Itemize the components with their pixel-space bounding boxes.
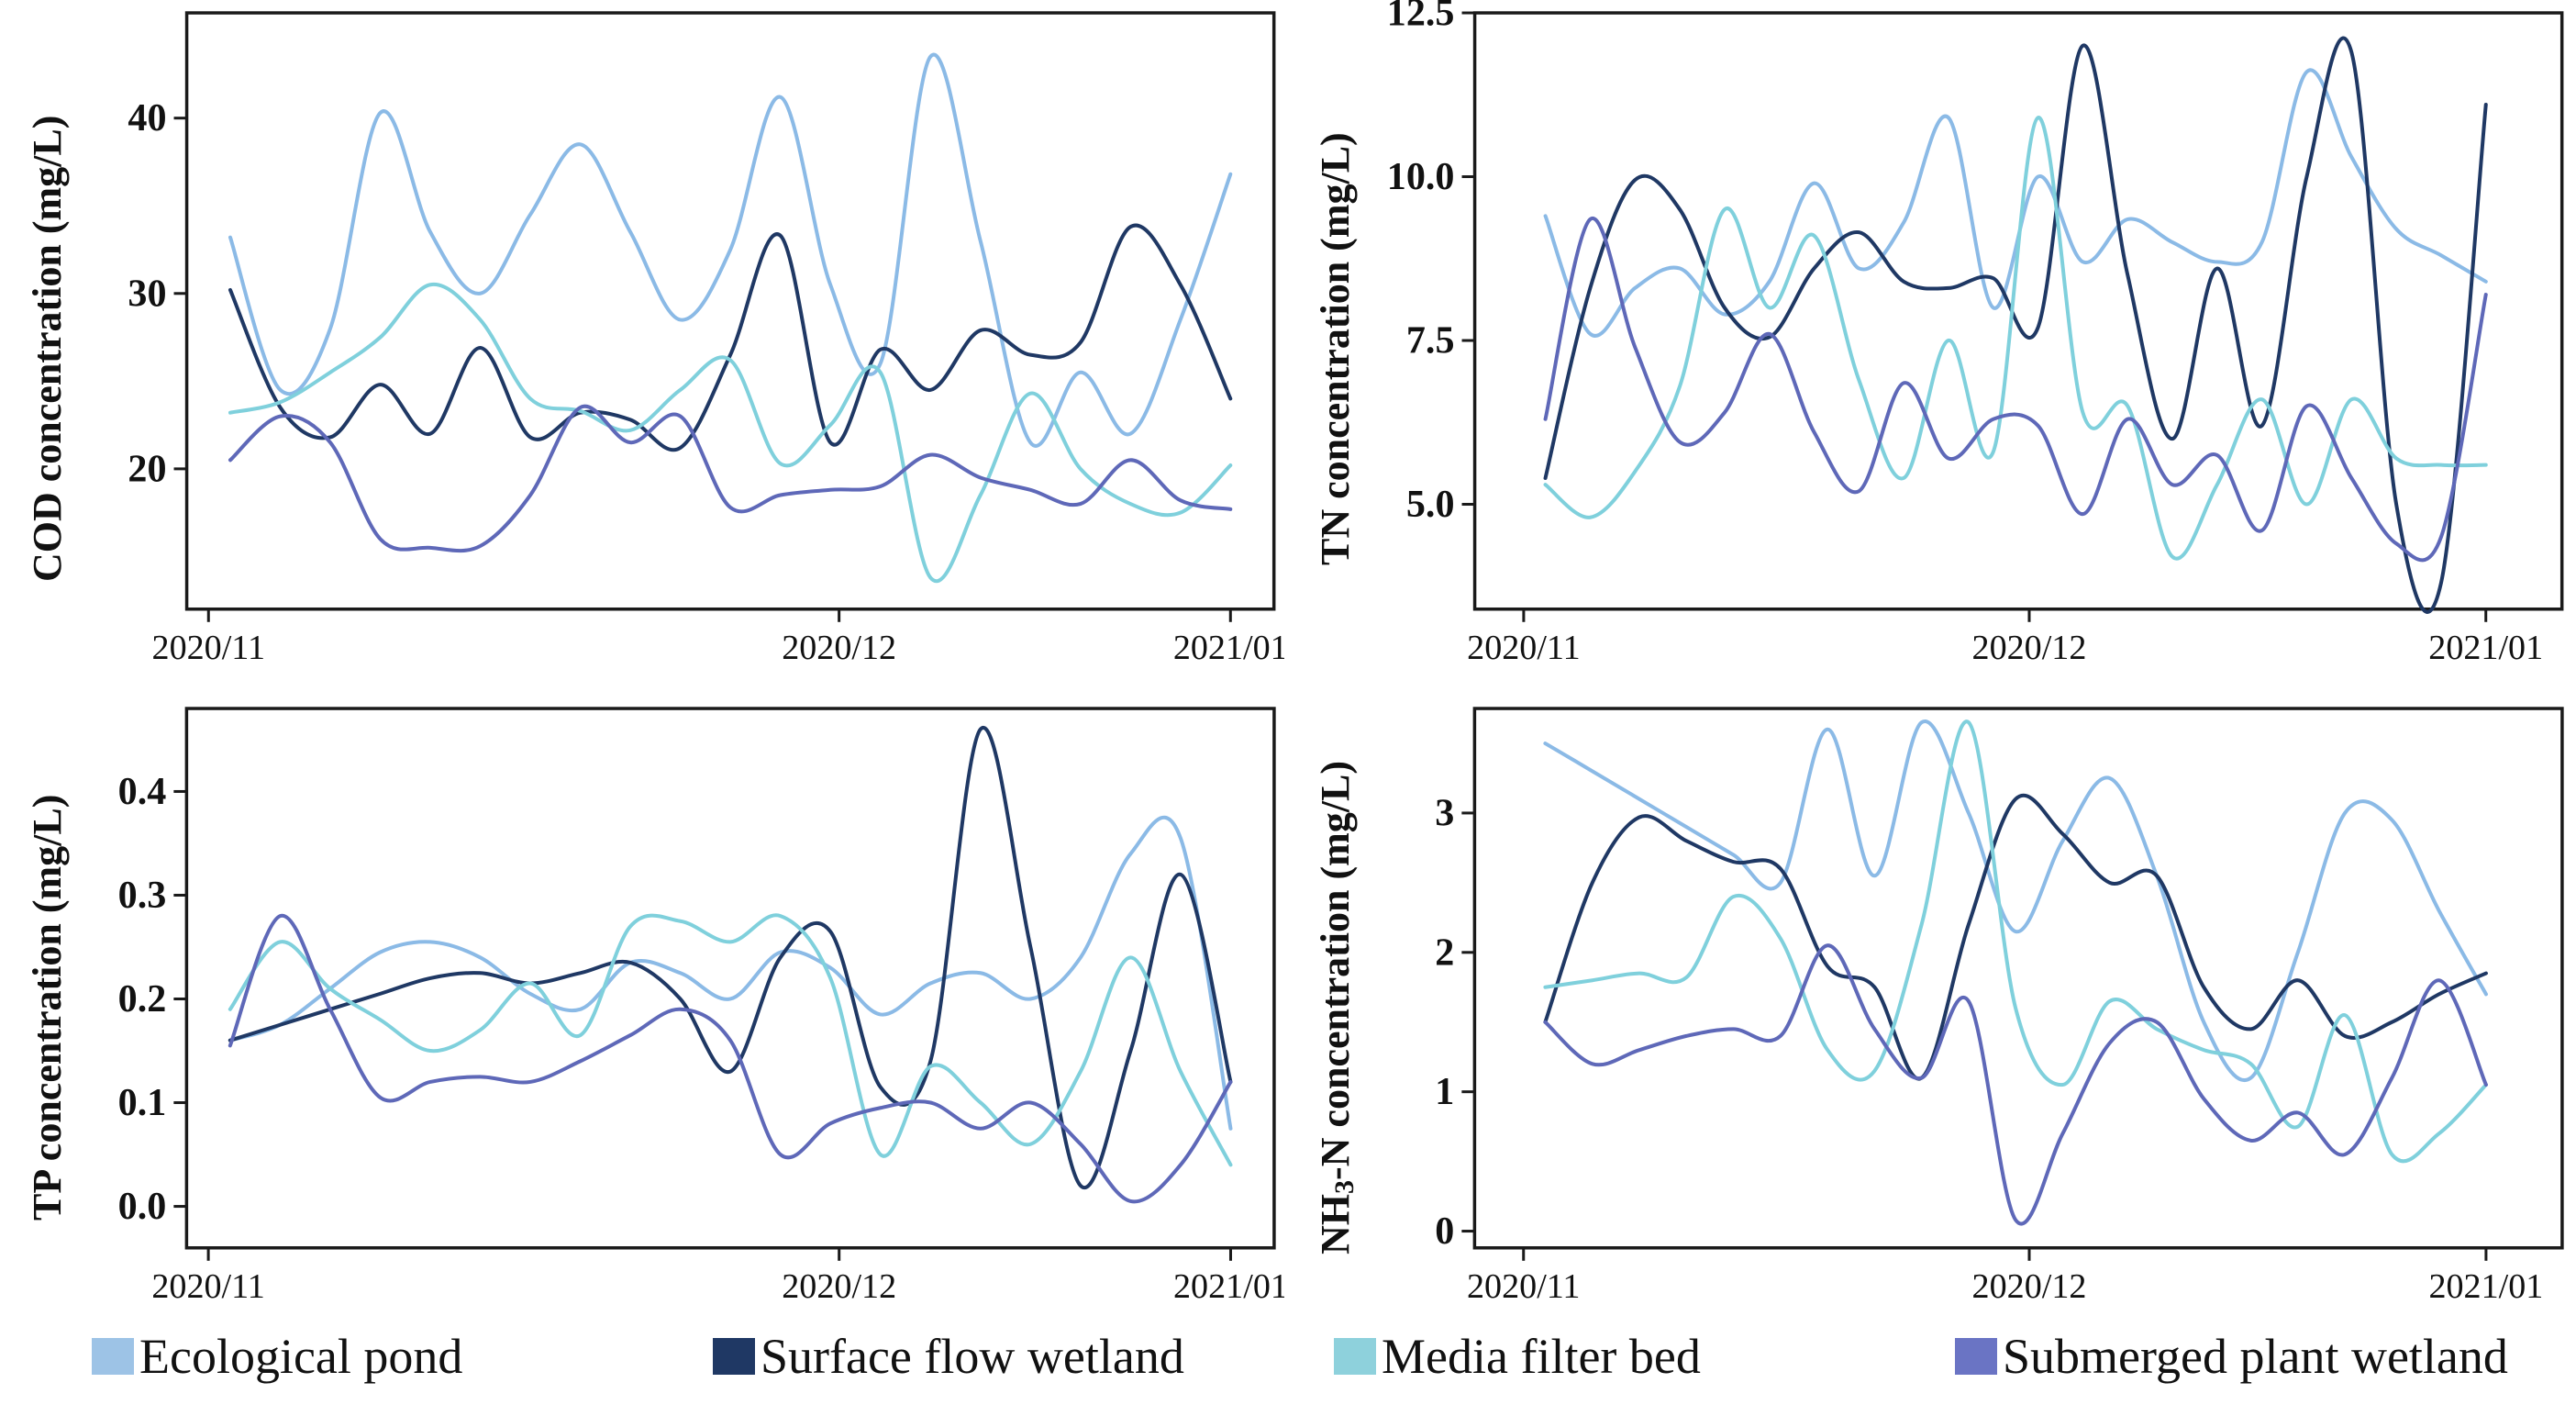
tn-line-chart: 5.0 7.5 10.0 12.5 2020/11 2020/12 2021/01 [1387,0,2564,667]
svg-text:1: 1 [1435,1070,1454,1113]
nh3n-label-subscript: 3 [1328,1179,1360,1194]
legend: Ecological pond Surface flow wetland Med… [0,1317,2576,1405]
legend-label: Surface flow wetland [761,1329,1184,1384]
cod-line-chart: 20 30 40 2020/11 2020/12 2021/01 [128,11,1284,667]
svg-text:0.4: 0.4 [118,770,167,813]
tn-y-axis-label: TN concentration (mg/L) [1313,132,1358,565]
svg-text:2020/11: 2020/11 [1467,1267,1581,1306]
submerged-plant-wetland-swatch-icon [1955,1338,1997,1375]
svg-text:0: 0 [1435,1210,1454,1253]
svg-text:12.5: 12.5 [1387,0,1455,35]
svg-text:2: 2 [1435,931,1454,974]
nh3n-y-axis-label: NH3-N concentration (mg/L) [1297,697,1374,1317]
svg-text:2020/12: 2020/12 [1972,629,2087,667]
nh3n-label-prefix: NH [1313,1193,1358,1254]
svg-text:2021/01: 2021/01 [1173,629,1284,667]
tp-line-chart: 0.0 0.1 0.2 0.3 0.4 2020/11 2020/12 2021/01 [118,707,1284,1306]
svg-text:2020/11: 2020/11 [1467,629,1580,667]
svg-text:5.0: 5.0 [1406,483,1455,526]
svg-text:30: 30 [128,272,166,315]
svg-text:2021/01: 2021/01 [2428,629,2543,667]
svg-text:3: 3 [1435,791,1454,834]
svg-text:2020/11: 2020/11 [152,629,265,667]
legend-item-media-filter-bed: Media filter bed [1334,1328,1955,1385]
chart-cell-nh3n: NH3-N concentration (mg/L) 0 1 2 3 2020/11 20… [1288,697,2576,1317]
svg-text:2021/01: 2021/01 [2428,1267,2543,1306]
svg-text:7.5: 7.5 [1406,319,1455,362]
chart-cell-tn: TN concentration (mg/L) 5.0 7.5 10.0 12.5 20… [1288,0,2576,697]
svg-text:10.0: 10.0 [1387,155,1455,198]
svg-text:0.1: 0.1 [118,1081,167,1124]
legend-item-submerged-plant-wetland: Submerged plant wetland [1955,1328,2576,1385]
cod-y-axis-label: COD concentration (mg/L) [25,115,70,583]
nh3n-line-chart: 0 1 2 3 2020/11 2020/12 2021/01 [1435,707,2564,1306]
tp-y-axis-label: TP concentration (mg/L) [25,794,70,1221]
svg-text:0.2: 0.2 [118,977,167,1020]
svg-text:2020/11: 2020/11 [151,1267,265,1306]
charts-grid: COD concentration (mg/L) 20 30 40 2020/11 20… [0,0,2576,1317]
chart-cell-tp: TP concentration (mg/L) 0.0 0.1 0.2 0.3 0.4 2… [0,697,1288,1317]
svg-text:0.0: 0.0 [118,1185,167,1228]
legend-item-surface-flow-wetland: Surface flow wetland [713,1328,1334,1385]
svg-text:2020/12: 2020/12 [782,1267,896,1306]
svg-text:2021/01: 2021/01 [1173,1267,1284,1306]
surface-flow-wetland-swatch-icon [713,1338,755,1375]
legend-item-ecological-pond: Ecological pond [92,1328,713,1385]
svg-text:40: 40 [128,96,166,139]
svg-text:2020/12: 2020/12 [782,629,896,667]
svg-text:2020/12: 2020/12 [1972,1267,2087,1306]
legend-label: Ecological pond [139,1329,463,1384]
nh3n-label-suffix: -N concentration (mg/L) [1313,760,1358,1180]
legend-label: Media filter bed [1382,1329,1701,1384]
legend-label: Submerged plant wetland [2003,1329,2508,1384]
media-filter-bed-swatch-icon [1334,1338,1376,1375]
svg-text:0.3: 0.3 [118,874,167,917]
svg-text:20: 20 [128,447,166,490]
ecological-pond-swatch-icon [92,1338,134,1375]
chart-cell-cod: COD concentration (mg/L) 20 30 40 2020/11 20… [0,0,1288,697]
